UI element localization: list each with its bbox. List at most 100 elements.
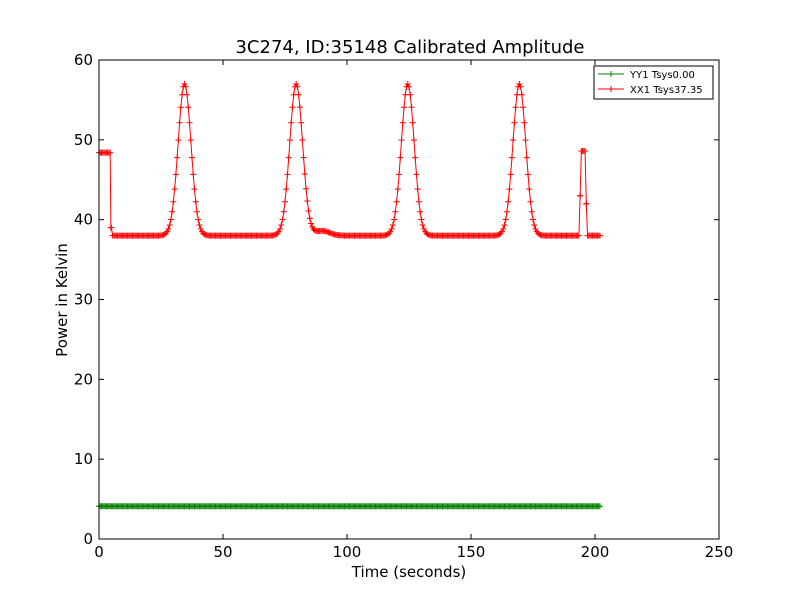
data-point-marker bbox=[196, 222, 203, 229]
data-point-marker bbox=[387, 228, 394, 235]
data-point-marker bbox=[284, 171, 291, 178]
data-point-marker bbox=[181, 80, 188, 87]
data-point-marker bbox=[420, 225, 427, 232]
data-point-marker bbox=[191, 186, 198, 193]
data-point-marker bbox=[523, 154, 530, 161]
data-point-marker bbox=[305, 207, 312, 214]
x-tick-label: 50 bbox=[213, 543, 232, 561]
data-point-marker bbox=[300, 154, 307, 161]
data-point-marker bbox=[412, 154, 419, 161]
y-tick-label: 40 bbox=[74, 211, 93, 229]
data-point-marker bbox=[187, 137, 194, 144]
data-point-marker bbox=[500, 225, 507, 232]
data-point-marker bbox=[413, 171, 420, 178]
data-point-marker bbox=[527, 198, 534, 205]
data-point-marker bbox=[308, 220, 315, 227]
data-point-marker bbox=[508, 154, 515, 161]
data-point-marker bbox=[406, 83, 412, 90]
data-point-marker bbox=[391, 216, 398, 223]
data-point-marker bbox=[193, 208, 200, 215]
x-tick-label: 0 bbox=[94, 543, 104, 561]
data-point-marker bbox=[301, 171, 308, 178]
data-point-marker bbox=[404, 80, 411, 87]
data-point-marker bbox=[577, 192, 584, 199]
data-point-marker bbox=[388, 225, 395, 232]
y-axis-label: Power in Kelvin bbox=[53, 243, 71, 357]
data-point-marker bbox=[170, 198, 177, 205]
data-point-marker bbox=[303, 185, 310, 192]
data-point-marker bbox=[531, 222, 538, 229]
data-point-marker bbox=[397, 154, 404, 161]
data-point-marker bbox=[409, 119, 416, 126]
data-point-marker bbox=[295, 91, 302, 98]
data-point-marker bbox=[596, 503, 603, 510]
series-line bbox=[99, 82, 600, 237]
data-point-marker bbox=[392, 208, 399, 215]
data-point-marker bbox=[516, 80, 523, 87]
data-point-marker bbox=[286, 137, 293, 144]
y-tick-label: 0 bbox=[83, 530, 93, 548]
data-point-marker bbox=[285, 154, 292, 161]
data-point-marker bbox=[177, 104, 184, 111]
x-tick-label: 150 bbox=[457, 543, 486, 561]
legend-swatch-marker bbox=[608, 86, 614, 92]
data-point-marker bbox=[165, 225, 172, 232]
data-point-marker bbox=[189, 154, 195, 161]
data-point-marker bbox=[107, 149, 114, 156]
data-point-marker bbox=[518, 91, 525, 98]
data-point-marker bbox=[575, 232, 582, 239]
data-point-marker bbox=[499, 228, 505, 235]
data-point-marker bbox=[407, 91, 414, 98]
data-point-marker bbox=[520, 104, 527, 111]
x-axis: 0 50 100 150 200 250 bbox=[94, 60, 733, 561]
data-point-marker bbox=[171, 186, 178, 193]
data-point-marker bbox=[275, 228, 282, 235]
data-point-marker bbox=[511, 119, 518, 126]
data-point-marker bbox=[517, 83, 524, 90]
data-point-marker bbox=[195, 216, 202, 223]
plot-frame bbox=[98, 59, 720, 540]
data-point-marker bbox=[399, 119, 406, 126]
data-point-marker bbox=[532, 225, 539, 232]
series-1 bbox=[96, 80, 603, 239]
x-tick-label: 200 bbox=[581, 543, 610, 561]
data-point-marker bbox=[507, 171, 514, 178]
data-point-marker bbox=[172, 171, 179, 178]
legend-entry-label: YY1 Tsys0.00 bbox=[629, 70, 695, 81]
legend: YY1 Tsys0.00 XX1 Tsys37.35 bbox=[593, 65, 714, 100]
data-point-marker bbox=[505, 198, 512, 205]
data-point-marker bbox=[418, 216, 425, 223]
y-tick-label: 50 bbox=[74, 131, 93, 149]
data-point-marker bbox=[190, 171, 197, 178]
data-point-marker bbox=[298, 119, 305, 126]
data-point-marker bbox=[174, 154, 181, 161]
x-tick-label: 100 bbox=[333, 543, 362, 561]
data-point-marker bbox=[288, 119, 295, 126]
data-point-marker bbox=[289, 104, 296, 111]
data-point-marker bbox=[176, 119, 183, 126]
data-point-marker bbox=[304, 198, 311, 205]
data-point-marker bbox=[282, 198, 288, 205]
y-tick-label: 20 bbox=[74, 370, 93, 388]
data-point-marker bbox=[394, 186, 401, 193]
data-point-marker bbox=[186, 119, 193, 126]
legend-entry-label: XX1 Tsys37.35 bbox=[630, 85, 703, 96]
legend-swatch-marker bbox=[608, 71, 614, 77]
data-point-marker bbox=[279, 216, 286, 223]
data-point-marker bbox=[415, 198, 422, 205]
data-point-marker bbox=[299, 136, 306, 143]
data-point-marker bbox=[197, 225, 204, 232]
x-tick-label: 250 bbox=[705, 543, 734, 561]
data-point-marker bbox=[175, 137, 182, 144]
data-point-marker bbox=[398, 137, 405, 144]
data-point-marker bbox=[596, 232, 603, 239]
data-point-marker bbox=[410, 137, 417, 144]
data-point-marker bbox=[510, 137, 517, 144]
data-point-marker bbox=[277, 225, 284, 232]
data-point-marker bbox=[166, 222, 173, 229]
data-point-marker bbox=[530, 216, 536, 223]
data-point-marker bbox=[164, 228, 171, 235]
y-tick-label: 30 bbox=[74, 291, 93, 309]
